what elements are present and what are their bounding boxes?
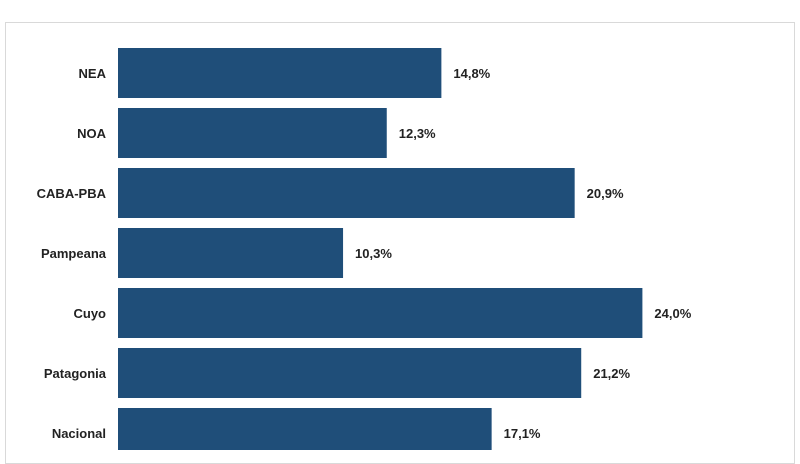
bar — [118, 408, 492, 450]
data-label: 21,2% — [593, 366, 630, 381]
category-label: CABA-PBA — [37, 186, 107, 201]
bar — [118, 288, 643, 338]
category-label: Pampeana — [41, 246, 107, 261]
bar — [118, 228, 344, 278]
category-label: Patagonia — [44, 366, 107, 381]
category-label: NOA — [77, 126, 107, 141]
data-label: 24,0% — [654, 306, 691, 321]
category-label: NEA — [79, 66, 107, 81]
bar — [118, 108, 387, 158]
data-label: 14,8% — [453, 66, 490, 81]
bar — [118, 348, 582, 398]
category-label: Cuyo — [74, 306, 107, 321]
data-label: 20,9% — [587, 186, 624, 201]
category-label: Nacional — [52, 426, 106, 441]
data-label: 17,1% — [504, 426, 541, 441]
data-label: 10,3% — [355, 246, 392, 261]
bar — [118, 168, 575, 218]
bar — [118, 48, 442, 98]
bar-chart: NEA 14,8% NOA 12,3% CABA-PBA 20,9% Pampeana 10,… — [37, 48, 692, 450]
data-label: 12,3% — [399, 126, 436, 141]
